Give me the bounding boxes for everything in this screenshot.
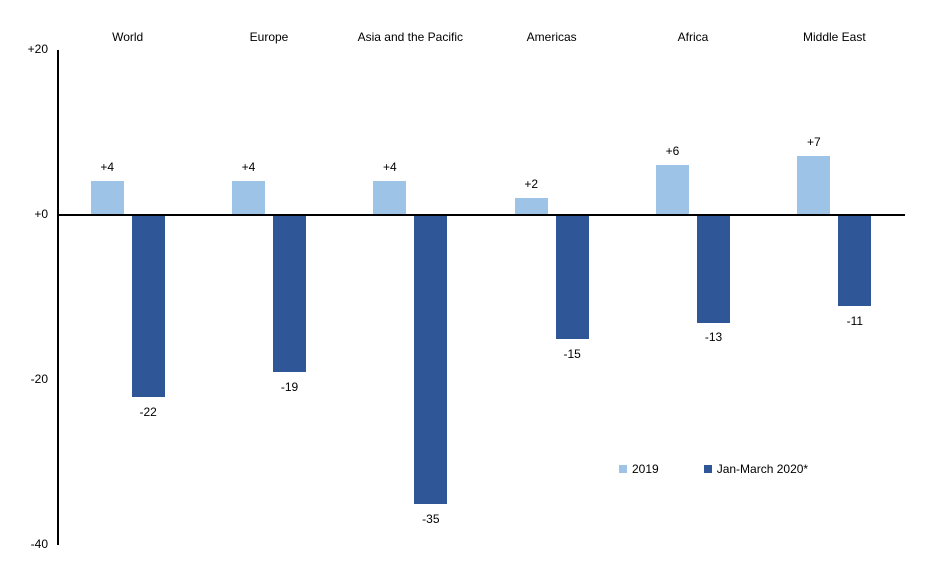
value-label: +7 xyxy=(806,135,821,150)
value-label: +4 xyxy=(382,160,397,174)
zero-baseline xyxy=(57,214,905,216)
value-label: +2 xyxy=(524,176,538,191)
category-label: World xyxy=(112,30,144,44)
category-label: Americas xyxy=(526,30,577,44)
value-label: -11 xyxy=(846,313,864,328)
value-label: -13 xyxy=(704,330,723,345)
category-label: Middle East xyxy=(802,30,866,44)
legend: 2019 Jan-March 2020* xyxy=(619,462,808,476)
legend-swatch-icon xyxy=(703,465,712,473)
y-axis-tick-label: -20 xyxy=(30,372,48,386)
bar-2019 xyxy=(90,181,124,214)
legend-label: Jan-March 2020* xyxy=(716,462,809,476)
value-label: +4 xyxy=(241,160,256,174)
bar-2019 xyxy=(514,197,548,214)
bar-jan-march-2020 xyxy=(838,215,872,307)
bar-jan-march-2020 xyxy=(414,215,448,505)
y-axis-tick-label: +20 xyxy=(27,42,48,56)
value-label: +6 xyxy=(665,143,680,158)
y-axis-tick-label: +0 xyxy=(34,207,48,221)
bar-2019 xyxy=(656,164,689,214)
category-label: Europe xyxy=(249,30,289,44)
value-label: -22 xyxy=(139,404,157,419)
bar-jan-march-2020 xyxy=(273,215,306,373)
category-label: Asia and the Pacific xyxy=(357,30,464,44)
value-label: +4 xyxy=(100,160,114,174)
y-axis-tick-label: -40 xyxy=(30,537,48,551)
legend-label: 2019 xyxy=(632,462,659,476)
bar-2019 xyxy=(232,181,265,214)
value-label: -15 xyxy=(563,346,581,361)
bar-2019 xyxy=(373,181,407,214)
bar-jan-march-2020 xyxy=(555,215,589,340)
value-label: -19 xyxy=(280,379,299,394)
value-label: -35 xyxy=(422,511,440,526)
y-axis-line xyxy=(57,50,59,545)
legend-swatch-icon xyxy=(619,465,627,473)
bar-jan-march-2020 xyxy=(697,215,730,323)
legend-item: Jan-March 2020* xyxy=(703,462,809,476)
bar-2019 xyxy=(797,156,831,214)
legend-item: 2019 xyxy=(619,462,659,476)
bar-jan-march-2020 xyxy=(131,215,165,397)
category-label: Africa xyxy=(677,30,709,44)
